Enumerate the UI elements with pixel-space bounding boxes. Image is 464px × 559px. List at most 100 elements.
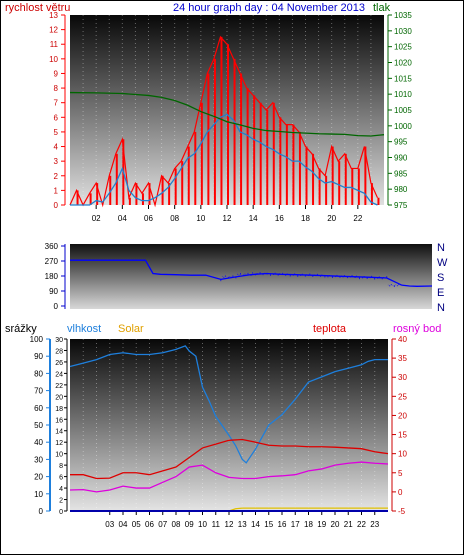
x-tick-label: 08 — [170, 214, 179, 223]
temperature-tick-label: 5 — [398, 469, 403, 478]
x-tick-label: 14 — [251, 520, 260, 529]
pressure-tick-label: 1020 — [394, 59, 412, 68]
rain-tick-label: 20 — [34, 473, 43, 482]
compass-label: W — [437, 257, 448, 269]
pressure-axis-label: tlak — [373, 2, 391, 14]
humidity-tick-label: 4 — [59, 486, 63, 493]
humidity-tick-label: 30 — [55, 337, 63, 344]
x-tick-label: 05 — [132, 520, 141, 529]
x-tick-label: 12 — [225, 520, 234, 529]
temperature-tick-label: 0 — [398, 488, 403, 497]
wind-tick-label: 7 — [54, 99, 59, 108]
x-tick-label: 06 — [144, 214, 153, 223]
pressure-tick-label: 1000 — [394, 122, 412, 131]
compass-label: S — [437, 272, 444, 284]
wind-tick-label: 3 — [54, 157, 59, 166]
wind-tick-label: 10 — [49, 55, 58, 64]
humidity-tick-label: 24 — [55, 371, 63, 378]
wind-tick-label: 1 — [54, 186, 59, 195]
wind-tick-label: 6 — [54, 113, 59, 122]
wind-tick-label: 13 — [49, 11, 58, 20]
wind-axis-label: rychlost větru — [5, 2, 70, 14]
wind-tick-label: 11 — [50, 40, 59, 49]
chart-title: 24 hour graph day : 04 November 2013 — [173, 2, 365, 14]
x-tick-label: 02 — [92, 214, 101, 223]
wind-pressure-panel: 0123456789101112139759809859909951000100… — [49, 11, 412, 223]
rain-tick-label: 30 — [34, 455, 43, 464]
humidity-tick-label: 16 — [55, 417, 63, 424]
rain-tick-label: 60 — [34, 404, 43, 413]
rain-axis-label: srážky — [5, 323, 37, 335]
humidity-tick-label: 12 — [55, 440, 63, 447]
pressure-tick-label: 1035 — [394, 11, 412, 20]
temperature-axis-label: teplota — [313, 323, 347, 335]
x-tick-label: 09 — [185, 520, 194, 529]
x-tick-label: 20 — [331, 520, 340, 529]
wind-tick-label: 5 — [54, 128, 59, 137]
humidity-tick-label: 20 — [55, 394, 63, 401]
x-tick-label: 12 — [223, 214, 232, 223]
wind-series-line — [69, 35, 379, 208]
x-tick-label: 17 — [291, 520, 300, 529]
x-tick-label: 10 — [196, 214, 205, 223]
x-tick-label: 16 — [275, 214, 284, 223]
humidity-tick-label: 6 — [59, 475, 63, 482]
direction-tick-label: 180 — [45, 272, 59, 281]
wind-tick-label: 4 — [54, 143, 59, 152]
x-tick-label: 10 — [198, 520, 207, 529]
solar-axis-label: Solar — [118, 323, 144, 335]
temperature-tick-label: 15 — [398, 431, 407, 440]
humidity-axis-label: vlhkost — [67, 323, 101, 335]
x-tick-label: 06 — [145, 520, 154, 529]
temperature-tick-label: 40 — [398, 335, 407, 344]
humidity-tick-label: 8 — [59, 463, 63, 470]
pressure-tick-label: 1030 — [394, 27, 412, 36]
rain-tick-label: 80 — [34, 369, 43, 378]
humidity-tick-label: 28 — [55, 348, 63, 355]
x-tick-label: 14 — [249, 214, 258, 223]
temperature-tick-label: -5 — [398, 507, 406, 516]
rain-tick-label: 50 — [34, 421, 43, 430]
x-tick-label: 15 — [264, 520, 273, 529]
humidity-tick-label: 10 — [55, 452, 63, 459]
compass-label: E — [437, 287, 444, 299]
x-tick-label: 07 — [158, 520, 167, 529]
x-tick-label: 16 — [278, 520, 287, 529]
direction-panel-background — [70, 244, 432, 309]
temperature-tick-label: 10 — [398, 450, 407, 459]
temperature-tick-label: 35 — [398, 354, 407, 363]
rain-tick-label: 10 — [34, 490, 43, 499]
rain-tick-label: 0 — [39, 507, 44, 516]
wind-tick-label: 12 — [49, 26, 58, 35]
x-tick-label: 08 — [172, 520, 181, 529]
pressure-tick-label: 1015 — [394, 74, 412, 83]
x-tick-label: 04 — [119, 520, 128, 529]
rain-tick-label: 40 — [34, 438, 43, 447]
pressure-tick-label: 975 — [394, 201, 408, 210]
direction-tick-label: 0 — [54, 302, 59, 311]
dewpoint-axis-label: rosný bod — [393, 323, 441, 335]
pressure-tick-label: 985 — [394, 169, 408, 178]
wind-tick-label: 0 — [54, 201, 59, 210]
humidity-tick-label: 18 — [55, 406, 63, 413]
humidity-tick-label: 26 — [55, 360, 63, 367]
x-tick-label: 21 — [344, 520, 353, 529]
direction-tick-label: 90 — [49, 287, 58, 296]
x-tick-label: 18 — [301, 214, 310, 223]
x-tick-label: 11 — [212, 520, 221, 529]
wind-average-line — [70, 113, 378, 206]
wind-tick-label: 2 — [54, 172, 59, 181]
humidity-tick-label: 0 — [59, 509, 63, 516]
rain-tick-label: 70 — [34, 387, 43, 396]
solar-line — [70, 507, 388, 512]
pressure-tick-label: 995 — [394, 138, 408, 147]
x-tick-label: 22 — [353, 214, 362, 223]
x-tick-label: 04 — [118, 214, 127, 223]
compass-label: N — [437, 302, 445, 314]
humidity-line — [69, 345, 388, 464]
temperature-tick-label: 25 — [398, 392, 407, 401]
x-tick-label: 13 — [238, 520, 247, 529]
rain-tick-label: 100 — [30, 335, 44, 344]
